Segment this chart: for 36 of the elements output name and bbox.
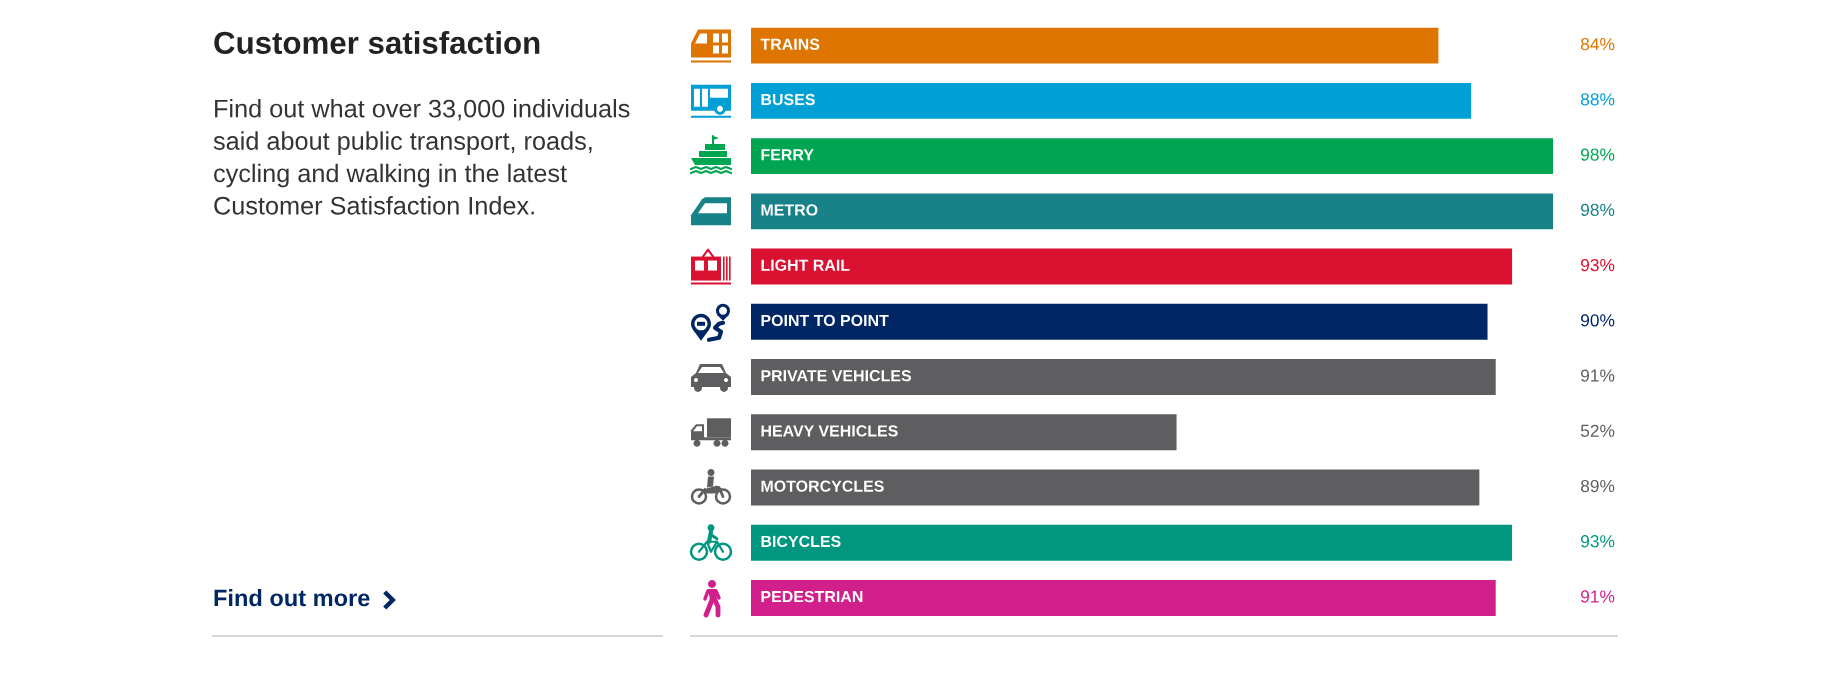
data-label: 84%: [1580, 37, 1615, 51]
bar: [751, 193, 1553, 230]
y-tick-label: POINT TO POINT: [761, 314, 889, 327]
bar: [751, 82, 1472, 119]
data-label: 98%: [1581, 148, 1615, 161]
y-tick-label: PEDESTRIAN: [761, 590, 863, 603]
data-label: 93%: [1581, 258, 1615, 272]
bar: [751, 469, 1480, 506]
y-tick-label: LIGHT RAIL: [761, 259, 850, 271]
data-label: 90%: [1581, 314, 1615, 327]
data-label: 52%: [1580, 424, 1615, 437]
y-tick-label: PRIVATE VEHICLES: [761, 370, 911, 382]
y-tick-label: BUSES: [761, 93, 815, 106]
y-tick-label: MOTORCYCLES: [761, 480, 884, 492]
bar: [751, 27, 1439, 64]
bar: [751, 524, 1513, 561]
bar: [751, 248, 1513, 285]
data-label: 91%: [1581, 369, 1615, 382]
y-tick-label: METRO: [761, 204, 818, 216]
bar: [751, 359, 1496, 395]
bar: [751, 414, 1177, 451]
data-label: 88%: [1580, 93, 1615, 106]
data-label: 93%: [1581, 535, 1615, 548]
bar: [751, 580, 1496, 616]
y-tick-label: TRAINS: [760, 38, 820, 50]
y-tick-label: HEAVY VEHICLES: [761, 425, 898, 437]
bar: [751, 303, 1488, 340]
data-label: 89%: [1580, 479, 1615, 493]
text: Customer satisfaction: [214, 31, 540, 54]
y-tick-label: BICYCLES: [761, 535, 841, 548]
text: Find out more: [214, 588, 370, 607]
data-label: 91%: [1581, 590, 1615, 603]
y-tick-label: FERRY: [761, 149, 814, 161]
text: Find out what over 33,000 individuals said about public transport, roads, cycling and walking in the latest Customer Satisfaction Index.: [213, 99, 630, 215]
data-label: 98%: [1581, 203, 1615, 216]
bar: [751, 138, 1553, 175]
